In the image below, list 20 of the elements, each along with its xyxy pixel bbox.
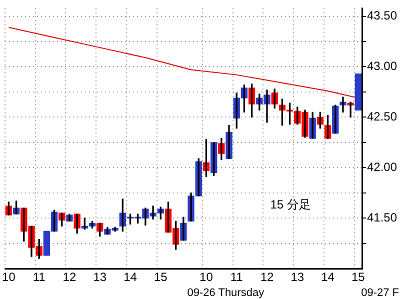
x-tick-label: 11 [230, 270, 244, 284]
x-tick-label: 12 [260, 270, 274, 284]
y-tick-label: 41.50 [366, 210, 398, 224]
x-tick-label: 10 [200, 270, 214, 284]
text: 09-27 F [361, 287, 400, 299]
y-tick-label: 42.00 [366, 160, 398, 174]
annotation: 15 分足 [270, 198, 311, 212]
x-tick-label: 11 [32, 270, 46, 284]
x-tick-label: 12 [62, 270, 76, 284]
x-tick-label: 13 [93, 270, 107, 284]
x-tick-label: 13 [290, 270, 304, 284]
x-tick-label: 14 [124, 270, 138, 284]
y-tick-label: 43.50 [366, 8, 398, 23]
y-tick-label: 42.50 [366, 110, 398, 124]
x-tick-label: 15 [154, 270, 168, 284]
x-tick-label: 14 [321, 270, 335, 284]
text: 09-26 Thursday [187, 287, 265, 299]
x-tick-label: 10 [2, 270, 16, 284]
y-tick-label: 43.00 [366, 59, 398, 74]
x-tick-label: 15 [351, 270, 366, 284]
